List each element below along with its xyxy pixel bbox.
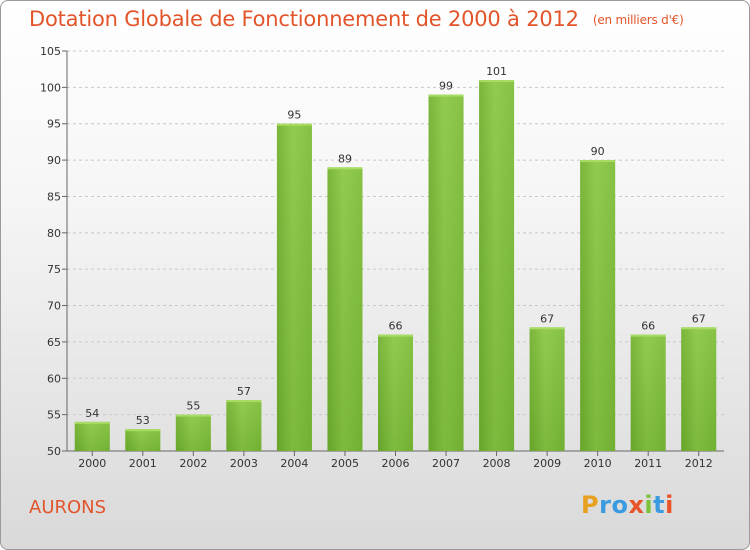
x-tick-label: 2008: [483, 457, 511, 470]
chart-title-text: Dotation Globale de Fonctionnement de 20…: [29, 7, 579, 31]
bar-top: [125, 429, 161, 432]
x-tick-label: 2005: [331, 457, 359, 470]
logo-letter: x: [628, 491, 645, 519]
y-tick-label: 50: [47, 445, 61, 458]
logo-letter: r: [599, 491, 612, 519]
bar-shade: [580, 160, 616, 451]
y-tick-label: 100: [40, 81, 61, 94]
bar-top: [226, 400, 262, 403]
y-tick-label: 95: [47, 118, 61, 131]
bar-top: [175, 414, 211, 417]
chart-unit: (en milliers d'€): [592, 13, 684, 27]
x-tick-label: 2007: [432, 457, 460, 470]
bar-top: [580, 160, 616, 163]
y-tick-label: 60: [47, 372, 61, 385]
commune-name: AURONS: [29, 497, 107, 518]
x-tick-label: 2012: [685, 457, 713, 470]
x-tick-label: 2002: [179, 457, 207, 470]
data-label: 54: [85, 407, 99, 420]
bar-shade: [378, 334, 413, 451]
x-tick-label: 2011: [634, 457, 662, 470]
data-label: 66: [389, 320, 403, 333]
y-tick-label: 70: [47, 300, 61, 313]
logo-letter: i: [644, 491, 654, 519]
x-tick-label: 2003: [230, 457, 258, 470]
bar-top: [479, 80, 515, 83]
y-tick-label: 105: [40, 45, 61, 58]
bar-shade: [175, 414, 211, 451]
y-tick-label: 65: [47, 336, 61, 349]
bar-shade: [125, 429, 161, 451]
bar-top: [529, 327, 565, 330]
data-label: 90: [591, 145, 605, 158]
y-tick-label: 90: [47, 154, 61, 167]
proxiti-logo: Proxiti: [581, 491, 674, 519]
x-tick-label: 2009: [533, 457, 561, 470]
x-tick-label: 2000: [78, 457, 106, 470]
bar-shade: [630, 334, 666, 451]
bar-top: [428, 94, 464, 97]
bar-top: [74, 421, 110, 424]
data-label: 57: [237, 385, 251, 398]
logo-letter: i: [665, 491, 674, 519]
bar-shade: [529, 327, 565, 451]
logo-letter: o: [611, 491, 629, 519]
y-tick-label: 75: [47, 263, 61, 276]
data-label: 67: [540, 312, 554, 325]
data-label: 99: [439, 80, 453, 93]
bar-shade: [428, 94, 464, 452]
logo-letter: t: [653, 491, 666, 519]
logo-letter: P: [581, 491, 600, 519]
y-tick-label: 85: [47, 190, 61, 203]
data-label: 53: [136, 414, 150, 427]
chart-title: Dotation Globale de Fonctionnement de 20…: [29, 7, 684, 31]
bar-top: [276, 123, 312, 126]
data-label: 66: [641, 320, 655, 333]
x-tick-label: 2004: [280, 457, 308, 470]
data-label: 101: [486, 65, 507, 78]
bar-shade: [74, 421, 110, 451]
data-label: 55: [186, 400, 200, 413]
bar-top: [681, 327, 717, 330]
bar-top: [378, 334, 413, 337]
x-tick-label: 2010: [584, 457, 612, 470]
y-tick-label: 80: [47, 227, 61, 240]
data-label: 95: [287, 109, 301, 122]
x-tick-label: 2006: [382, 457, 410, 470]
bar-shade: [276, 123, 312, 452]
data-label: 67: [692, 312, 706, 325]
bar-shade: [226, 400, 262, 451]
y-tick-label: 55: [47, 409, 61, 422]
labels-layer: 50 55 60 65 70 75 80 85 90 95 100 105 2000 54 2001 53 20…: [40, 45, 713, 470]
bar-shade: [681, 327, 717, 451]
bar-shade: [479, 80, 515, 451]
data-label: 89: [338, 152, 352, 165]
bar-shade: [327, 167, 363, 451]
bars-layer: [74, 80, 717, 452]
bar-top: [630, 334, 666, 337]
x-tick-label: 2001: [129, 457, 157, 470]
bar-top: [327, 167, 363, 170]
